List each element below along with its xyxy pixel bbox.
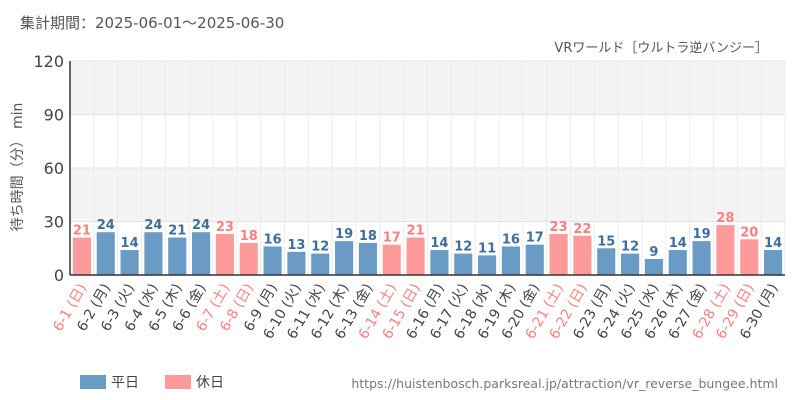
attraction-title: VRワールド［ウルトラ逆バンジー］ — [554, 40, 768, 56]
bar — [716, 225, 735, 275]
bar — [644, 258, 663, 275]
bar — [692, 241, 711, 275]
bar-value-label: 15 — [597, 234, 615, 249]
bar-value-label: 17 — [383, 231, 401, 246]
bar-value-label: 13 — [287, 238, 305, 253]
bar — [549, 233, 568, 275]
bar-value-label: 20 — [740, 225, 758, 240]
legend-holiday-swatch — [165, 375, 191, 389]
bar — [192, 232, 211, 275]
bar-value-label: 16 — [264, 232, 282, 247]
bar-value-label: 14 — [764, 236, 782, 251]
bar-value-label: 21 — [168, 224, 186, 239]
bar-value-label: 16 — [502, 232, 520, 247]
bar — [740, 239, 759, 275]
bar-value-label: 24 — [97, 218, 115, 233]
bar — [621, 253, 640, 275]
bar — [597, 248, 616, 275]
bar — [335, 241, 354, 275]
bar-value-label: 18 — [240, 229, 258, 244]
bar — [573, 235, 592, 275]
bar-value-label: 19 — [693, 227, 711, 242]
bar-value-label: 17 — [526, 231, 544, 246]
y-tick-label: 30 — [44, 213, 64, 232]
bar-value-label: 12 — [454, 240, 472, 255]
y-axis-label: 待ち時間（分） min — [10, 103, 26, 232]
legend-weekday-swatch — [80, 375, 106, 389]
bar-value-label: 18 — [359, 229, 377, 244]
bar — [287, 251, 306, 275]
y-tick-label: 90 — [44, 106, 64, 125]
bar — [120, 250, 139, 275]
bar-value-label: 11 — [478, 241, 496, 256]
y-tick-label: 60 — [44, 159, 64, 178]
bar — [311, 253, 330, 275]
bar — [239, 242, 258, 275]
bar-value-label: 23 — [550, 220, 568, 235]
bar-value-label: 23 — [216, 220, 234, 235]
bar-value-label: 22 — [573, 222, 591, 237]
bar — [478, 255, 497, 275]
bar — [668, 250, 687, 275]
bar — [382, 244, 401, 275]
bar-value-label: 12 — [311, 240, 329, 255]
bar-value-label: 14 — [121, 236, 139, 251]
bar-value-label: 28 — [716, 211, 734, 226]
legend-weekday-label: 平日 — [111, 375, 139, 391]
y-tick-label: 0 — [54, 266, 64, 285]
bar-value-label: 21 — [407, 224, 425, 239]
bar — [168, 237, 187, 275]
bar-value-label: 9 — [649, 245, 658, 260]
y-tick-label: 120 — [33, 52, 64, 71]
bar — [144, 232, 163, 275]
bar-value-label: 24 — [144, 218, 162, 233]
x-axis-tick-labels: 6-1 (日)6-2 (月)6-3 (火)6-4 (水)6-5 (木)6-6 (… — [50, 281, 781, 342]
bar — [406, 237, 425, 275]
bar-value-label: 14 — [430, 236, 448, 251]
bar-value-label: 19 — [335, 227, 353, 242]
bar — [358, 242, 377, 275]
y-axis-ticks: 0 30 60 90 120 — [33, 52, 64, 285]
bar-value-label: 14 — [669, 236, 687, 251]
bar — [525, 244, 544, 275]
bar — [764, 250, 783, 275]
period-text: 集計期間：2025-06-01～2025-06-30 — [20, 14, 284, 32]
bar — [501, 246, 520, 275]
bar — [430, 250, 449, 275]
bar — [263, 246, 282, 275]
bar — [96, 232, 115, 275]
bars — [72, 225, 783, 275]
legend-holiday-label: 休日 — [196, 375, 224, 391]
bar — [454, 253, 473, 275]
legend: 平日 休日 — [80, 375, 224, 391]
bar-value-label: 21 — [73, 224, 91, 239]
bar-value-label: 24 — [192, 218, 210, 233]
bar-value-labels: 21 24 14 24 21 24 23 18 16 13 12 19 18 17 21 14 12 11 16 17… — [73, 211, 782, 260]
bar-value-label: 12 — [621, 240, 639, 255]
bar — [72, 237, 91, 275]
source-url[interactable]: https://huistenbosch.parksreal.jp/attrac… — [351, 376, 778, 391]
bar — [215, 233, 234, 275]
